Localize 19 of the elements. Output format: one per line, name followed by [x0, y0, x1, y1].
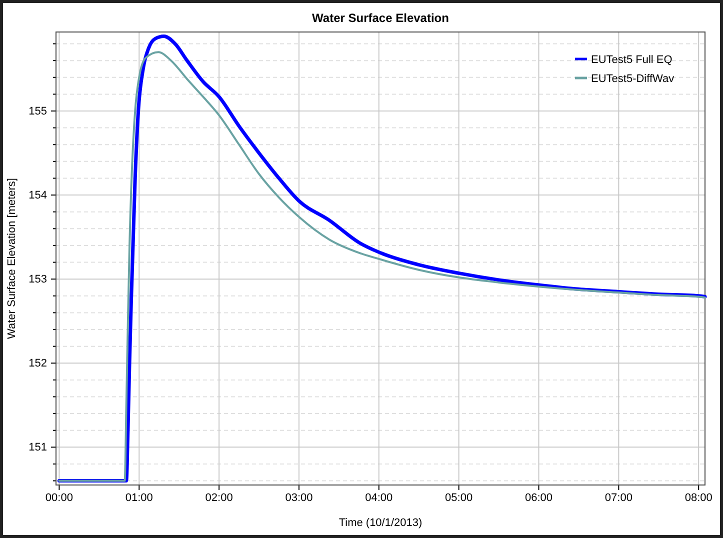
x-tick-label: 01:00	[125, 492, 153, 504]
x-tick-label: 05:00	[445, 492, 473, 504]
y-tick-label: 155	[28, 106, 47, 118]
x-tick-label: 04:00	[365, 492, 393, 504]
x-tick-label: 02:00	[205, 492, 233, 504]
x-axis-title: Time (10/1/2013)	[338, 517, 422, 529]
legend-label: EUTest5-DiffWav	[591, 73, 675, 85]
x-tick-label: 06:00	[524, 492, 553, 504]
x-tick-label: 03:00	[285, 492, 313, 504]
legend-label: EUTest5 Full EQ	[591, 54, 673, 66]
y-axis-title: Water Surface Elevation [meters]	[6, 178, 18, 339]
x-tick-label: 08:00	[684, 492, 712, 504]
y-tick-label: 152	[28, 358, 47, 370]
x-tick-label: 00:00	[45, 492, 73, 504]
chart-title: Water Surface Elevation	[312, 11, 449, 25]
y-tick-label: 151	[28, 442, 47, 454]
x-tick-label: 07:00	[604, 492, 632, 504]
y-tick-label: 153	[28, 274, 47, 286]
y-tick-label: 154	[28, 190, 47, 202]
